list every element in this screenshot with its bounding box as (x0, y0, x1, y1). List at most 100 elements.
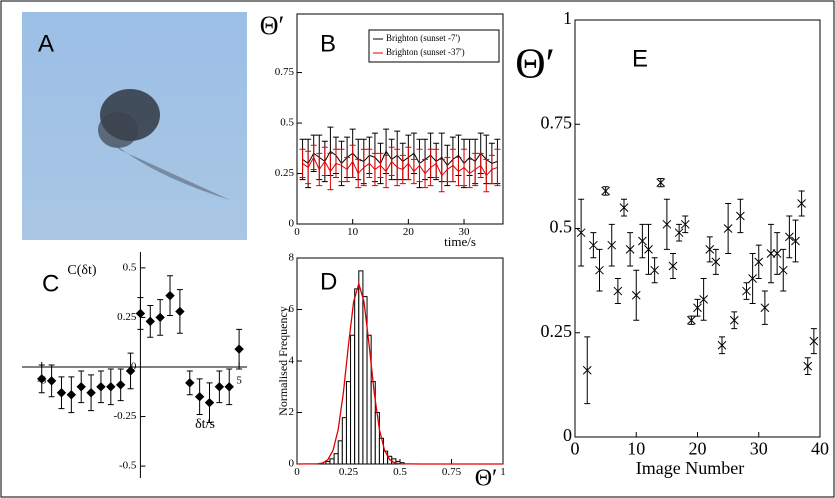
point (135, 308, 146, 319)
point (625, 244, 635, 254)
x-tick-label: 1 (500, 466, 506, 478)
error-bar (433, 148, 440, 179)
y-tick-label: 0 (563, 425, 572, 445)
y-tick-label: 0.5 (123, 261, 137, 273)
point (86, 388, 96, 398)
error-bar (477, 152, 484, 179)
y-tick-label: 2 (289, 406, 295, 418)
error-bar (483, 158, 490, 193)
point (680, 219, 690, 229)
point (705, 244, 715, 254)
legend-label: Brighton (sunset -7') (386, 33, 460, 43)
plot-frame (296, 13, 504, 225)
histogram-bar (354, 288, 360, 465)
error-bar (327, 152, 334, 191)
histogram-bar (337, 440, 343, 465)
point (723, 224, 733, 233)
error-bar (310, 144, 317, 170)
point (155, 312, 165, 323)
error-bar (455, 156, 462, 187)
error-bar (427, 148, 434, 187)
point (650, 265, 659, 275)
x-tick-label: 40 (811, 439, 829, 459)
x-tick-label: 30 (750, 439, 768, 459)
y-tick-label: 1 (563, 8, 572, 28)
error-bar (299, 148, 306, 179)
point (582, 365, 592, 375)
panel-label: B (320, 30, 336, 57)
point (809, 336, 819, 346)
y-tick-label: 0.5 (280, 117, 294, 129)
error-bar (444, 156, 451, 183)
point (711, 257, 721, 267)
point (766, 249, 776, 258)
point (194, 392, 205, 402)
point (699, 295, 708, 304)
histogram-bar (325, 460, 331, 465)
x-tick-label: 0.25 (339, 466, 359, 478)
x-tick-label: 0 (294, 466, 300, 478)
series-line (302, 156, 498, 177)
point (185, 378, 195, 388)
y-axis-label: Normalised Frequency (276, 306, 290, 416)
histogram-bar (329, 458, 335, 465)
point (96, 382, 106, 392)
y-tick-label: 0.75 (275, 66, 295, 78)
x-tick-label: 20 (689, 439, 707, 459)
point (644, 244, 653, 254)
histogram-bar (341, 417, 347, 465)
point (785, 232, 794, 242)
point (772, 249, 782, 258)
error-bar (399, 154, 406, 185)
point (760, 303, 770, 313)
y-tick-label: 0 (131, 361, 137, 373)
error-bar (422, 158, 429, 189)
x-axis-label: δt/s (195, 417, 215, 432)
y-axis-label: Θ′ (260, 11, 284, 40)
error-bar (494, 148, 501, 187)
error-bar (332, 148, 339, 179)
error-bar (488, 154, 495, 185)
x-tick-label: 10 (627, 439, 645, 459)
histogram-bar (350, 334, 356, 465)
point (595, 265, 604, 275)
y-axis-label: Θ′ (515, 42, 555, 88)
point (125, 366, 136, 376)
point (729, 315, 739, 325)
point (656, 178, 666, 187)
error-bar (466, 158, 473, 189)
y-tick-label: -0.25 (113, 410, 136, 422)
point (687, 315, 696, 325)
error-bar (388, 146, 395, 177)
error-bar (438, 158, 445, 193)
point (778, 265, 788, 275)
x-tick-label: 0 (571, 439, 580, 459)
error-bar (321, 146, 328, 177)
error-bar (383, 154, 390, 189)
error-bar (472, 152, 479, 187)
error-bar (461, 148, 468, 187)
point (214, 382, 225, 392)
panel-label: C (42, 270, 59, 297)
error-bar (405, 146, 412, 181)
y-tick-label: 0 (289, 218, 295, 230)
point (46, 376, 57, 386)
x-axis-label: Image Number (636, 458, 744, 478)
point (115, 380, 126, 390)
point (165, 290, 175, 301)
legend-box (368, 29, 500, 63)
y-tick-label: 0.75 (541, 112, 573, 132)
y-tick-label: 0.25 (117, 311, 137, 323)
point (631, 290, 641, 300)
y-tick-label: 0.25 (541, 321, 573, 341)
point (576, 228, 586, 238)
error-bar (355, 158, 362, 189)
x-tick-label: 0.75 (442, 466, 462, 478)
point (145, 316, 155, 327)
error-bar (338, 148, 345, 183)
point (601, 186, 610, 196)
photo (22, 12, 247, 240)
y-tick-label: 0.5 (550, 217, 573, 237)
x-tick-label: 20 (403, 226, 415, 238)
point (175, 306, 185, 317)
